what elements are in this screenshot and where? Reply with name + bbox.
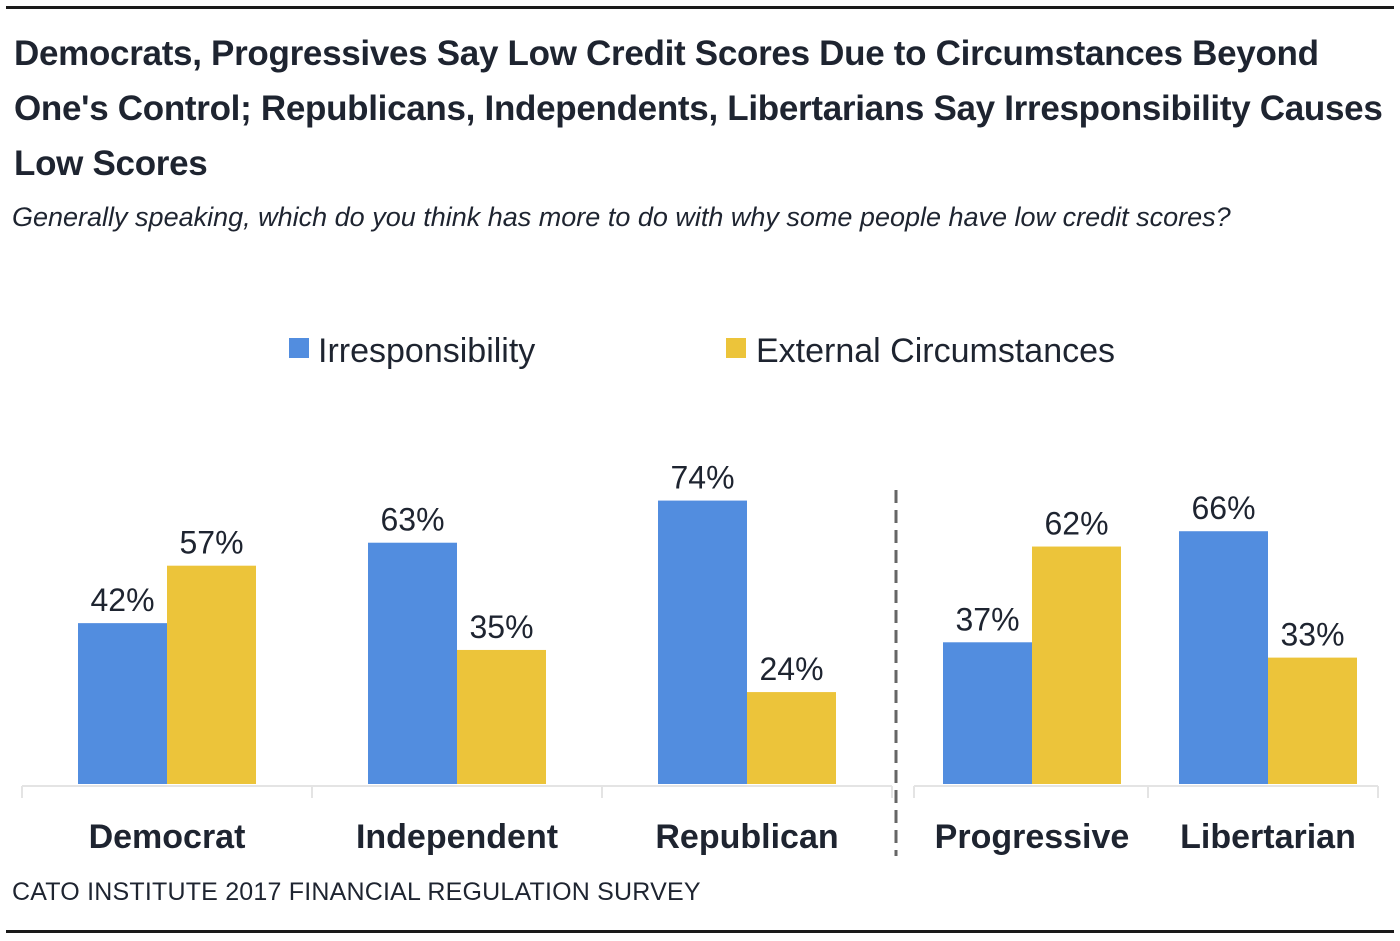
legend-swatch-irresponsibility [289, 338, 309, 358]
bar-progressive-irresponsibility [943, 642, 1032, 784]
data-label-democrat-external-circumstances: 57% [179, 525, 243, 561]
data-label-libertarian-irresponsibility: 66% [1191, 490, 1255, 526]
bar-democrat-external-circumstances [167, 565, 256, 784]
data-label-independent-external-circumstances: 35% [469, 609, 533, 645]
bar-independent-irresponsibility [368, 542, 457, 784]
legend-label-irresponsibility: Irresponsibility [318, 332, 535, 370]
bar-republican-external-circumstances [747, 692, 836, 784]
bar-independent-external-circumstances [457, 649, 546, 784]
bar-democrat-irresponsibility [78, 623, 167, 784]
data-label-libertarian-external-circumstances: 33% [1280, 617, 1344, 653]
bars [78, 500, 1357, 784]
category-label-progressive: Progressive [935, 818, 1130, 856]
bottom-rule [6, 930, 1394, 933]
bar-progressive-external-circumstances [1032, 546, 1121, 784]
data-labels: 42% 57% 63% 35% 74% 24% 37% 62% 66% 33% [90, 460, 1344, 688]
legend-swatch-external-circumstances [726, 338, 746, 358]
data-label-republican-external-circumstances: 24% [759, 651, 823, 687]
data-label-progressive-external-circumstances: 62% [1044, 506, 1108, 542]
legend-label-external-circumstances: External Circumstances [756, 332, 1115, 370]
category-label-libertarian: Libertarian [1180, 818, 1356, 856]
category-labels: Democrat Independent Republican Progressive… [89, 818, 1356, 856]
bar-libertarian-irresponsibility [1179, 531, 1268, 784]
top-rule [6, 6, 1394, 9]
data-label-republican-irresponsibility: 74% [670, 460, 734, 496]
bar-libertarian-external-circumstances [1268, 657, 1357, 784]
source-note: CATO INSTITUTE 2017 FINANCIAL REGULATION… [12, 878, 701, 906]
data-label-progressive-irresponsibility: 37% [955, 601, 1019, 637]
legend: Irresponsibility External Circumstances [289, 332, 1115, 370]
chart-subtitle: Generally speaking, which do you think h… [12, 202, 1231, 232]
data-label-independent-irresponsibility: 63% [380, 502, 444, 538]
category-label-independent: Independent [356, 818, 558, 856]
bar-republican-irresponsibility [658, 500, 747, 784]
chart-title: Democrats, Progressives Say Low Credit S… [14, 34, 1383, 183]
category-label-republican: Republican [655, 818, 838, 856]
data-label-democrat-irresponsibility: 42% [90, 582, 154, 618]
axes [21, 490, 1379, 856]
category-label-democrat: Democrat [89, 818, 246, 856]
